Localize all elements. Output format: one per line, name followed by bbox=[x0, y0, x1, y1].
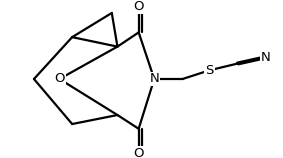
Text: N: N bbox=[261, 51, 271, 64]
Text: O: O bbox=[133, 0, 144, 13]
Text: N: N bbox=[149, 73, 159, 85]
Text: S: S bbox=[205, 64, 214, 77]
Text: O: O bbox=[54, 73, 65, 85]
Text: O: O bbox=[133, 147, 144, 158]
